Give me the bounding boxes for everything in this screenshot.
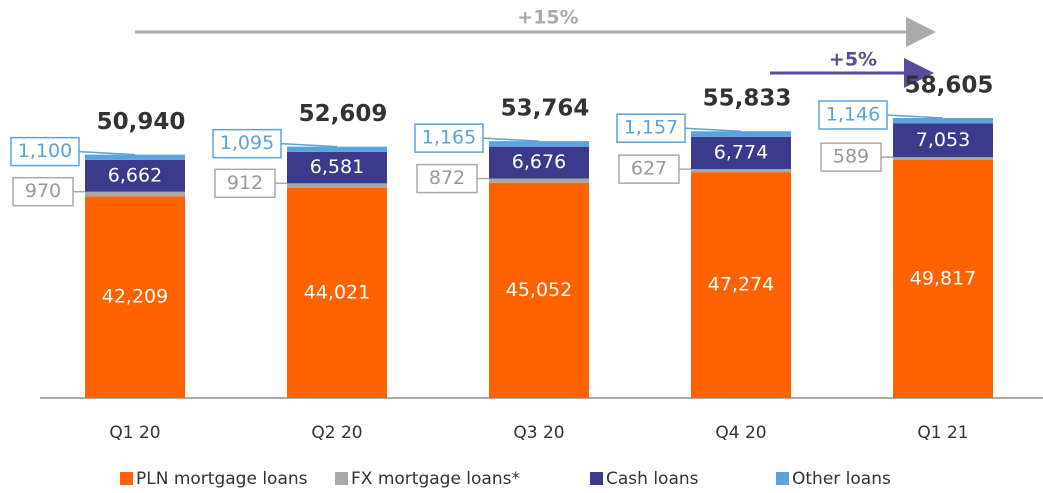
bar-segment (691, 131, 791, 137)
bar-segment (85, 196, 185, 398)
legend-label: PLN mortgage loans (136, 469, 308, 489)
total-label: 53,764 (501, 96, 590, 122)
callout-box (10, 136, 80, 167)
legend-label: Other loans (792, 469, 891, 489)
callout-line (886, 114, 944, 119)
bar-segment (287, 146, 387, 152)
callout-line (482, 137, 540, 142)
bar-segment (85, 191, 185, 197)
value-label: 49,817 (910, 267, 976, 289)
value-label: 6,581 (310, 156, 364, 178)
legend-swatch (776, 472, 789, 485)
value-label: 1,157 (624, 117, 678, 139)
legend-swatch (120, 472, 133, 485)
total-label: 52,609 (299, 101, 388, 127)
bar-segment (287, 151, 387, 184)
value-label: 1,100 (18, 140, 72, 162)
total-label: 58,605 (905, 73, 994, 99)
value-label: 44,021 (304, 281, 370, 303)
x-tick-label: Q2 20 (311, 423, 362, 443)
value-label: 912 (227, 172, 263, 194)
bar-segment (489, 146, 589, 179)
bar-segment (893, 123, 993, 158)
value-label: 872 (429, 167, 465, 189)
total-label: 55,833 (703, 86, 792, 112)
bar-segment (85, 154, 185, 160)
callout-line (280, 142, 338, 148)
bar-segment (893, 159, 993, 398)
bar-segment (893, 118, 993, 124)
value-label: 42,209 (102, 286, 168, 308)
value-label: 6,676 (512, 151, 566, 173)
callout-line (78, 150, 136, 156)
bar-segment (489, 178, 589, 183)
legend-swatch (335, 472, 348, 485)
value-label: 7,053 (916, 129, 970, 151)
value-label: 6,774 (714, 141, 768, 163)
legend-label: FX mortgage loans* (351, 469, 520, 489)
callout-box (416, 163, 478, 194)
annotation: +15% (517, 7, 578, 29)
x-tick-label: Q3 20 (513, 423, 564, 443)
value-label: 1,095 (220, 132, 274, 154)
value-label: 627 (631, 158, 667, 180)
x-tick-label: Q4 20 (715, 423, 766, 443)
value-label: 1,146 (826, 104, 880, 126)
bar-segment (691, 169, 791, 173)
value-label: 589 (833, 146, 869, 168)
legend-swatch (590, 472, 603, 485)
bar-segment (287, 183, 387, 188)
total-label: 50,940 (97, 109, 186, 135)
annotation: +5% (829, 49, 877, 71)
callout-box (414, 123, 484, 153)
bar-segment (85, 159, 185, 192)
callout-box (820, 142, 882, 172)
legend-label: Cash loans (606, 469, 699, 489)
x-tick-label: Q1 20 (109, 423, 160, 443)
x-tick-label: Q1 21 (917, 423, 968, 443)
callout-box (818, 100, 888, 130)
bar-segment (489, 141, 589, 147)
value-label: 970 (25, 180, 61, 202)
value-label: 1,165 (422, 127, 476, 149)
value-label: 45,052 (506, 279, 572, 301)
callout-box (214, 168, 276, 199)
bar-segment (893, 157, 993, 160)
callout-box (618, 154, 680, 184)
callout-box (616, 113, 686, 143)
bar-segment (287, 187, 387, 398)
bar-segment (489, 182, 589, 398)
value-label: 6,662 (108, 164, 162, 186)
bar-segment (691, 172, 791, 398)
callout-line (684, 127, 742, 132)
bar-segment (691, 136, 791, 170)
value-label: 47,274 (708, 274, 774, 296)
